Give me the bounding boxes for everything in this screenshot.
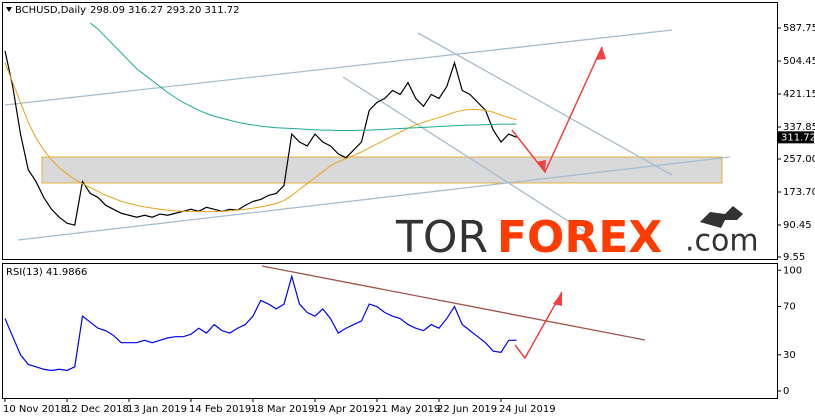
price-tag (778, 131, 814, 144)
series-line (89, 22, 517, 132)
price-pane (2, 2, 778, 260)
price-tag-label: 311.72 (781, 132, 815, 143)
y-tick-label: 9.55 (783, 252, 805, 263)
y-tick-label: 257.00 (783, 154, 815, 165)
y-tick-label: 337.85 (783, 122, 815, 133)
x-tick-label: 14 Feb 2019 (189, 404, 251, 415)
y-tick-label: 70 (783, 301, 796, 312)
ohlc: 298.09 316.27 293.20 311.72 (90, 5, 240, 16)
arrow-head (596, 47, 606, 60)
x-tick-label: 19 Apr 2019 (313, 404, 375, 415)
y-tick-label: 504.45 (783, 56, 815, 67)
channel-line (342, 76, 591, 236)
arrow-head (553, 292, 562, 306)
y-tick-label: 30 (783, 350, 796, 361)
rsi-pane (2, 263, 778, 399)
watermark-tor: TOR (395, 212, 488, 263)
y-tick-label: 421.15 (783, 89, 815, 100)
channel-line (417, 32, 673, 176)
y-tick-label: 173.70 (783, 187, 815, 198)
channel-line (17, 156, 731, 241)
y-tick-label: 90.45 (783, 220, 812, 231)
watermark-com: .com (685, 224, 759, 259)
y-tick-label: 100 (783, 265, 802, 276)
y-tick-label: 0 (783, 386, 789, 397)
y-tick-label: 587.75 (783, 23, 815, 34)
rsi-trendline (261, 265, 646, 341)
series-line (4, 274, 517, 372)
series-line (4, 50, 517, 226)
arrow-head (536, 160, 546, 172)
channel-line (4, 29, 673, 106)
chart-title: BCHUSD,Daily (15, 5, 86, 16)
series-line (4, 62, 517, 213)
rsi-title: RSI(13) 41.9866 (6, 267, 87, 278)
x-tick-label: 18 Mar 2019 (251, 404, 314, 415)
x-tick-label: 12 Dec 2018 (65, 404, 129, 415)
x-tick-label: 22 Jun 2019 (437, 404, 497, 415)
watermark-forex: FOREX (497, 212, 662, 263)
x-tick-label: 10 Nov 2018 (3, 404, 67, 415)
x-tick-label: 13 Jan 2019 (127, 404, 187, 415)
symbol-marker (6, 7, 12, 12)
bull-icon (700, 206, 743, 228)
x-tick-label: 24 Jul 2019 (499, 404, 556, 415)
support-zone (41, 156, 723, 184)
x-tick-label: 21 May 2019 (375, 404, 440, 415)
forecast-arrow (514, 291, 563, 360)
